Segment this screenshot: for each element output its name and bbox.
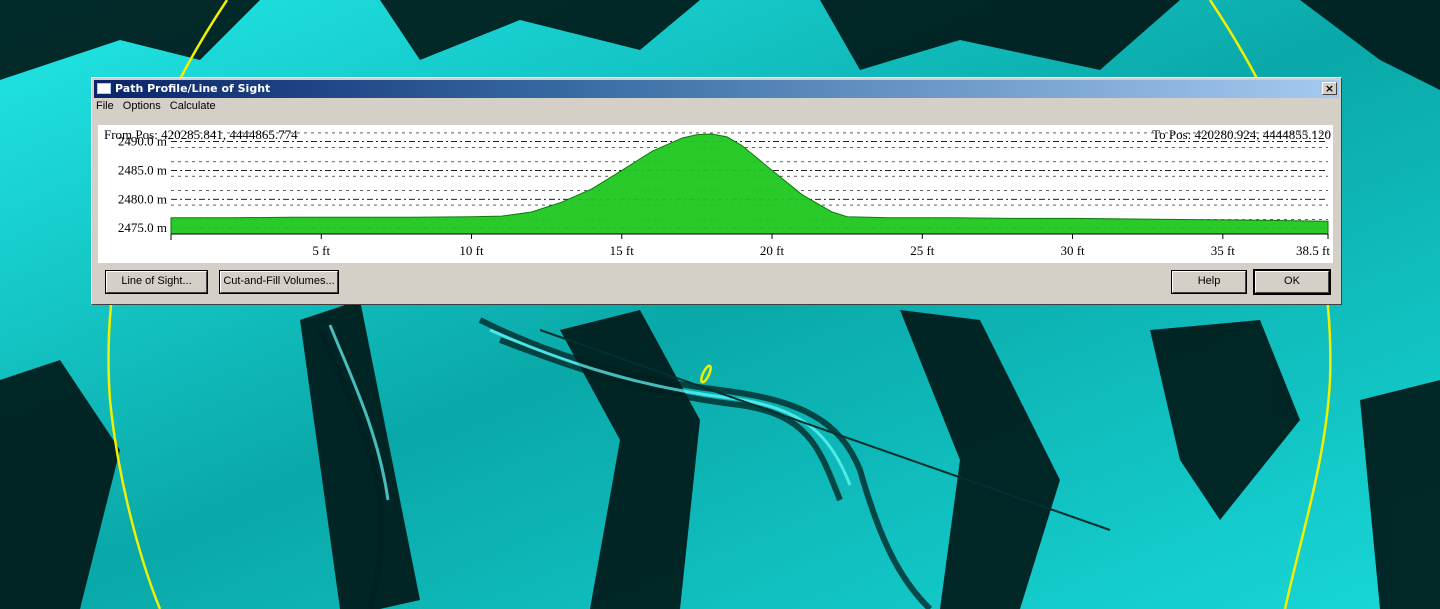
window-title: Path Profile/Line of Sight [115,82,271,95]
title-bar[interactable]: Path Profile/Line of Sight × [94,80,1339,98]
profile-panel: From Pos: 420285.841, 4444865.774 To Pos… [98,125,1333,263]
help-button[interactable]: Help [1171,270,1247,294]
profile-area [170,133,1329,235]
x-tick-label: 20 ft [760,243,785,258]
to-position: To Pos: 420280.924, 4444855.120 [1152,127,1331,142]
menu-calculate[interactable]: Calculate [169,100,216,112]
cut-fill-volumes-button[interactable]: Cut-and-Fill Volumes... [219,270,339,294]
x-tick-label: 38.5 ft [1296,243,1330,258]
y-tick-label: 2480.0 m [118,191,167,206]
x-tick-label: 25 ft [910,243,935,258]
x-tick-label: 15 ft [610,243,635,258]
x-tick-label: 30 ft [1060,243,1085,258]
x-tick-label: 5 ft [312,243,330,258]
y-tick-label: 2475.0 m [118,220,167,235]
ok-button[interactable]: OK [1253,269,1331,295]
close-button[interactable]: × [1322,82,1337,95]
menu-bar: File Options Calculate [96,100,222,116]
profile-chart: 2490.0 m 2485.0 m 2480.0 m 2475.0 m 5 ft 10 … [118,132,1330,258]
y-tick-label: 2485.0 m [118,162,167,177]
window-icon [97,83,111,94]
from-position: From Pos: 420285.841, 4444865.774 [104,127,298,142]
x-tick-label: 35 ft [1211,243,1236,258]
path-profile-dialog: Path Profile/Line of Sight × File Option… [91,77,1342,305]
line-of-sight-button[interactable]: Line of Sight... [105,270,208,294]
profile-marker[interactable] [699,364,712,384]
y-tick-label: 2490.0 m [118,134,167,149]
menu-options[interactable]: Options [122,100,161,112]
x-tick-label: 10 ft [459,243,484,258]
menu-file[interactable]: File [96,100,114,112]
